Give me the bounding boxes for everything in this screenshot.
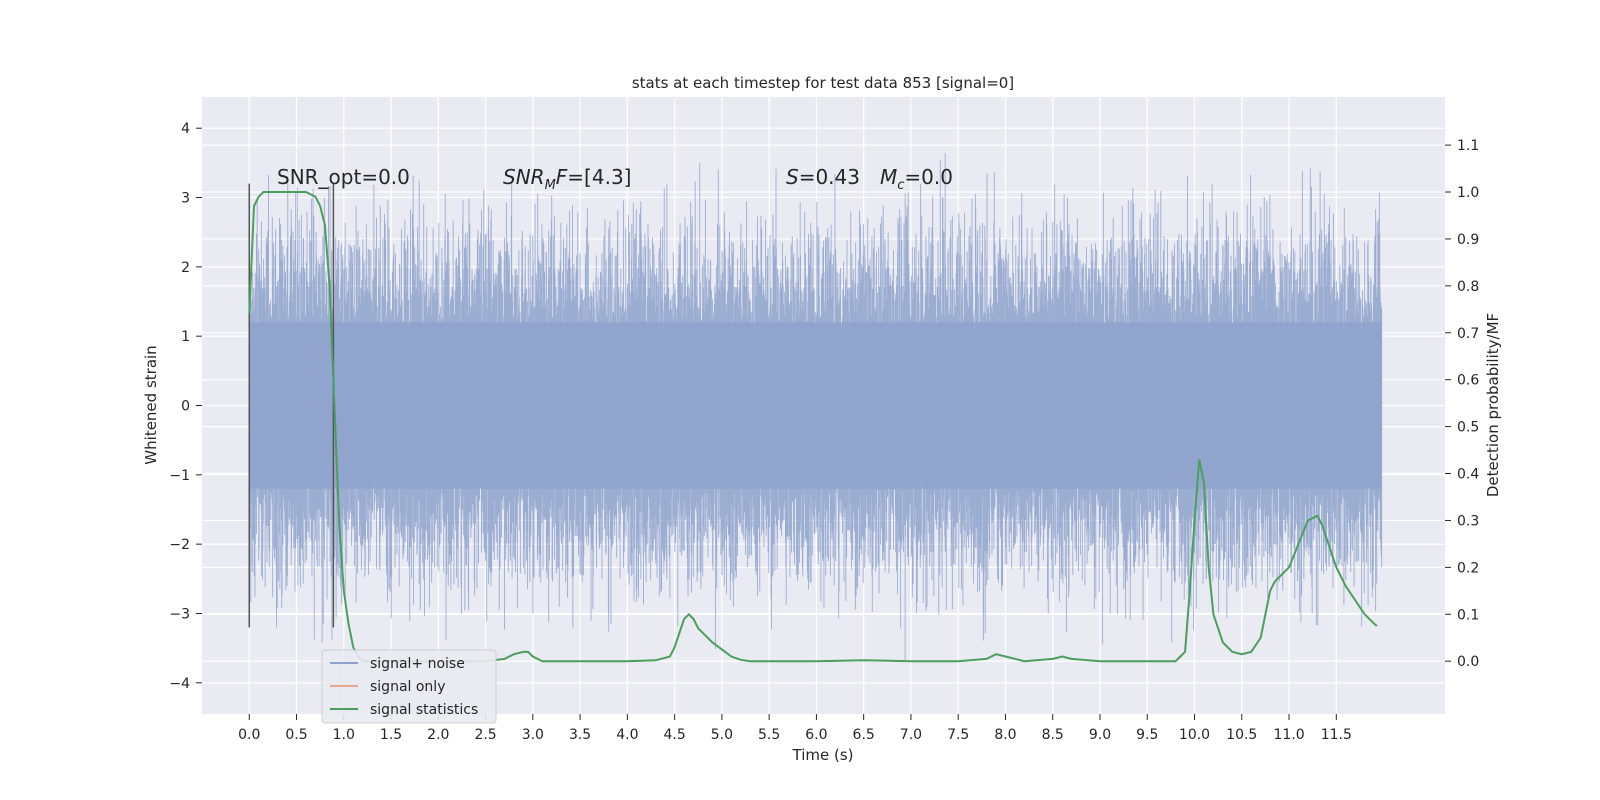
- y-tick-label: −4: [169, 676, 190, 692]
- y2-tick-label: 0.3: [1457, 513, 1479, 529]
- y2-tick-label: 0.8: [1457, 279, 1479, 295]
- x-tick-label: 10.5: [1226, 727, 1257, 743]
- y2-tick-label: 0.2: [1457, 560, 1479, 576]
- x-tick-label: 4.5: [663, 727, 685, 743]
- x-tick-label: 6.0: [805, 727, 827, 743]
- y2-tick-label: 0.9: [1457, 232, 1479, 248]
- x-tick-label: 2.5: [474, 727, 496, 743]
- y2-tick-label: 1.1: [1457, 138, 1479, 154]
- y2-tick-label: 0.4: [1457, 467, 1479, 483]
- noise-series: [248, 152, 1383, 661]
- y2-ticks: 0.0 0.1 0.2 0.3 0.4 0.5 0.6 0.7 0.8 0.9 1.0 1.1: [1445, 138, 1479, 670]
- y2-tick-label: 0.1: [1457, 607, 1479, 623]
- y-tick-label: 1: [181, 329, 190, 345]
- y2-axis-label: Detection probability/MF: [1484, 313, 1502, 497]
- x-tick-label: 0.5: [285, 727, 307, 743]
- x-tick-label: 7.5: [947, 727, 969, 743]
- x-axis-label: Time (s): [792, 746, 854, 764]
- y2-tick-label: 0.6: [1457, 373, 1479, 389]
- x-tick-label: 5.0: [711, 727, 733, 743]
- annotation-snr-opt: SNR_opt=0.0: [277, 165, 410, 189]
- snr-mf-rest-italic: F: [556, 165, 568, 189]
- y-tick-label: −1: [169, 468, 190, 484]
- x-tick-label: 2.0: [427, 727, 449, 743]
- legend: signal+ noise signal only signal statist…: [321, 649, 497, 724]
- x-tick-label: 11.5: [1321, 727, 1352, 743]
- y2-tick-label: 0.5: [1457, 420, 1479, 436]
- y-tick-label: 0: [181, 399, 190, 415]
- x-ticks: 0.0 0.5 1.0 1.5 2.0 2.5 3.0 3.5 4.0 4.5 5.0 5.5 6.0 6…: [238, 714, 1352, 743]
- y2-tick-label: 0.0: [1457, 654, 1479, 670]
- x-tick-label: 8.5: [1042, 727, 1064, 743]
- x-tick-label: 6.5: [853, 727, 875, 743]
- y-ticks: −4 −3 −2 −1 0 1 2 3 4: [169, 121, 202, 692]
- mc-main: M: [880, 165, 897, 189]
- y-tick-label: 2: [181, 260, 190, 276]
- y-tick-label: 3: [181, 191, 190, 207]
- snr-mf-value: =[4.3]: [567, 165, 631, 189]
- marker-lines: [248, 183, 335, 628]
- legend-label-noise: signal+ noise: [370, 656, 465, 672]
- mc-sub: c: [897, 178, 904, 193]
- x-tick-label: 0.0: [238, 727, 260, 743]
- s-rest: =0.43: [799, 165, 860, 189]
- mc-rest: =0.0: [904, 165, 953, 189]
- annotation-s: S=0.43: [786, 165, 860, 189]
- statistics-series: [248, 191, 1378, 663]
- snr-mf-sub: M: [545, 178, 556, 193]
- x-tick-label: 7.0: [900, 727, 922, 743]
- x-tick-label: 3.0: [522, 727, 544, 743]
- legend-box: [321, 649, 497, 724]
- x-tick-label: 10.0: [1179, 727, 1210, 743]
- y-tick-label: −2: [169, 537, 190, 553]
- y-tick-label: −3: [169, 606, 190, 622]
- x-tick-label: 11.0: [1273, 727, 1304, 743]
- x-tick-label: 5.5: [758, 727, 780, 743]
- legend-label-signal: signal only: [370, 679, 445, 695]
- chart-title: stats at each timestep for test data 853…: [632, 74, 1014, 92]
- statistics-line: [248, 191, 1378, 663]
- y-axis-label: Whitened strain: [142, 345, 160, 464]
- x-tick-label: 9.5: [1136, 727, 1158, 743]
- legend-label-statistics: signal statistics: [370, 702, 478, 718]
- x-tick-label: 9.0: [1089, 727, 1111, 743]
- snr-mf-main: SNR: [503, 165, 545, 189]
- x-tick-label: 1.5: [380, 727, 402, 743]
- annotation-mc: Mc=0.0: [880, 165, 953, 193]
- y2-tick-label: 1.0: [1457, 185, 1479, 201]
- y-tick-label: 4: [181, 121, 190, 137]
- x-tick-label: 4.0: [616, 727, 638, 743]
- y2-tick-label: 0.7: [1457, 326, 1479, 342]
- annotation-snr-mf: SNRMF=[4.3]: [503, 165, 631, 193]
- s-main: S: [786, 165, 799, 189]
- x-tick-label: 1.0: [333, 727, 355, 743]
- x-tick-label: 3.5: [569, 727, 591, 743]
- x-tick-label: 8.0: [994, 727, 1016, 743]
